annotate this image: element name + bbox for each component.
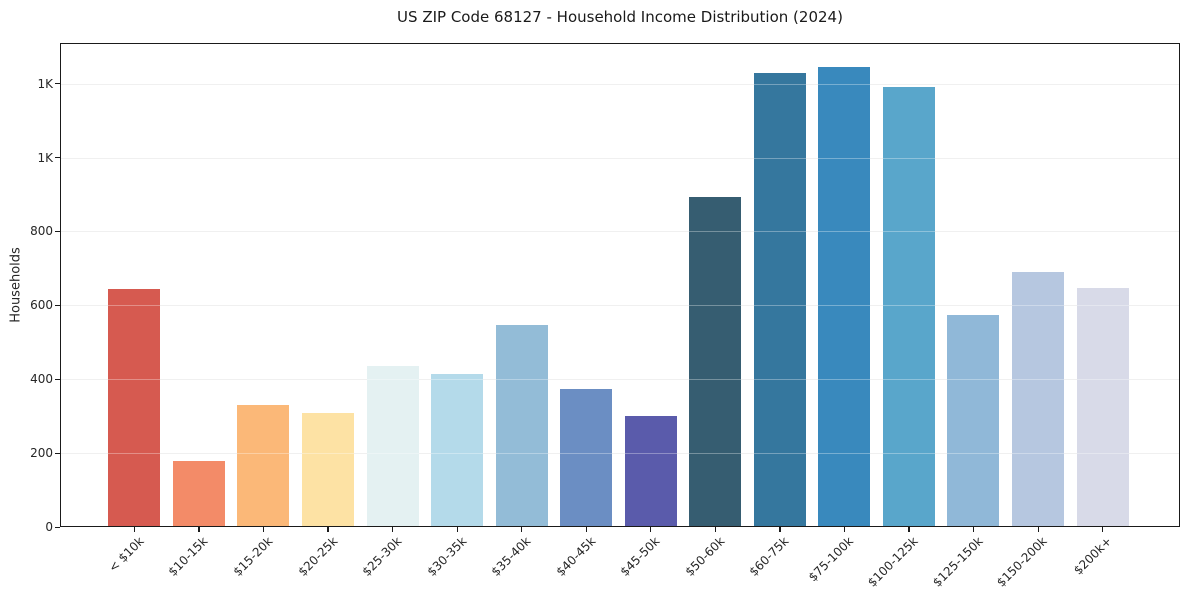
x-tick-mark [521, 527, 523, 532]
x-tick-mark [714, 527, 717, 532]
bars-layer [60, 43, 1180, 527]
x-tick-mark [585, 527, 587, 532]
x-tick-label: $30-35k [424, 534, 469, 579]
x-tick-label: $75-100k [805, 534, 857, 585]
bar-2 [172, 461, 225, 527]
x-tick-label: $50-60k [682, 534, 728, 579]
x-tick-label: $15-20k [230, 534, 276, 579]
bar-4 [301, 413, 354, 527]
y-tick-mark [55, 157, 60, 159]
x-tick-mark [198, 527, 200, 532]
gridline-overlay [60, 83, 1180, 85]
bar-9 [624, 416, 677, 527]
bar-8 [560, 389, 613, 527]
y-tick-label: 1K [37, 150, 53, 165]
x-tick-label: $35-40k [488, 534, 534, 579]
bar-13 [882, 87, 935, 527]
gridline [60, 157, 1180, 159]
gridline-overlay [60, 305, 1180, 307]
y-tick-mark [55, 452, 60, 454]
x-tick-mark [327, 527, 329, 532]
bar-10 [689, 197, 742, 527]
bar-11 [753, 73, 806, 527]
x-tick-mark [1037, 527, 1039, 532]
bar-14 [947, 315, 1000, 527]
x-tick-mark [843, 527, 846, 532]
gridline [60, 231, 1180, 233]
x-tick-label: $40-45k [553, 534, 599, 579]
bar-7 [495, 325, 548, 527]
gridline [60, 379, 1180, 381]
x-tick-label: $10-15k [165, 534, 211, 579]
x-tick-mark [972, 527, 975, 532]
bar-15 [1012, 272, 1064, 527]
gridline-overlay [60, 231, 1180, 233]
bar-16 [1076, 287, 1129, 527]
x-tick-mark [262, 527, 265, 532]
bar-5 [366, 366, 419, 527]
x-tick-label: $60-75k [746, 534, 792, 579]
axes-spines [60, 43, 1180, 527]
plot-area [60, 43, 1180, 527]
x-tick-mark [392, 527, 394, 532]
x-tick-label: $125-150k [929, 534, 986, 590]
x-tick-label: < $10k [105, 534, 147, 575]
x-tick-label: $25-30k [359, 534, 405, 579]
gridline [60, 83, 1180, 85]
x-tick-mark [456, 527, 458, 532]
gridline-overlay [60, 157, 1180, 159]
y-tick-mark [55, 230, 60, 233]
y-tick-mark [55, 83, 60, 85]
bar-3 [237, 405, 290, 527]
y-tick-mark [55, 304, 60, 307]
gridlines-under-layer [60, 43, 1180, 527]
x-tick-mark [779, 527, 781, 532]
gridlines-over-layer [60, 43, 1180, 527]
x-tick-mark [1102, 527, 1104, 532]
chart-title: US ZIP Code 68127 - Household Income Dis… [397, 8, 843, 26]
gridline-overlay [60, 379, 1180, 381]
x-tick-mark [650, 527, 652, 532]
bar-12 [818, 67, 871, 527]
x-tick-mark [908, 527, 910, 532]
y-tick-label: 800 [30, 224, 53, 239]
x-tick-label: $100-125k [865, 534, 921, 590]
x-tick-label: $20-25k [294, 534, 340, 579]
y-tick-label: 1K [37, 76, 53, 91]
y-tick-label: 400 [30, 372, 53, 387]
y-tick-mark [55, 526, 60, 528]
bar-1 [108, 288, 161, 527]
gridline-overlay [60, 453, 1180, 455]
bar-6 [431, 374, 484, 527]
y-tick-label: 0 [45, 520, 53, 534]
x-tick-mark [133, 527, 136, 532]
y-tick-label: 200 [30, 446, 53, 461]
gridline [60, 305, 1180, 307]
y-tick-mark [55, 378, 60, 380]
gridline [60, 453, 1180, 455]
x-tick-label: $200k+ [1070, 534, 1115, 578]
y-tick-label: 600 [30, 298, 53, 313]
x-tick-label: $150-200k [994, 534, 1050, 590]
x-tick-label: $45-50k [617, 534, 663, 579]
